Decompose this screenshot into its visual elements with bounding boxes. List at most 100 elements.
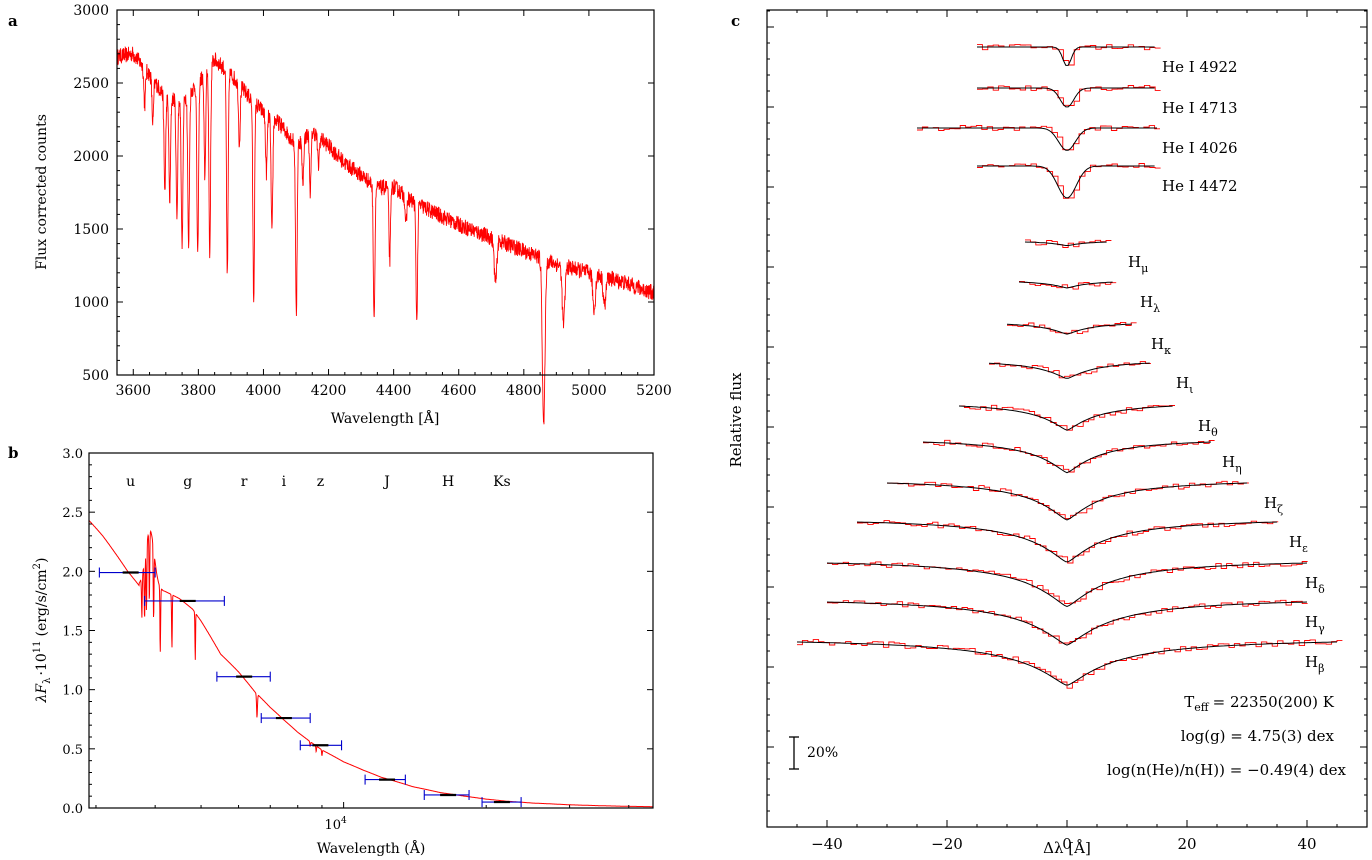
panel-c-observed-10 [887,480,1249,519]
panel-c-model-6 [1006,323,1132,335]
panel-b-ytick-label: 1.0 [62,684,83,699]
panel-c-model-9 [922,441,1212,474]
panel-a-xtick-label: 5200 [636,383,672,399]
panel-c-model-3 [977,165,1155,199]
panel-c-line-label: Hθ [1198,417,1218,439]
panel-c-model-5 [1018,281,1113,289]
panel-b-ylabel: λFλ·1011(erg/s/cm2) [32,558,53,704]
panel-c-line-label: He I 4713 [1162,99,1238,117]
panel-c-xtick-label: 0 [1062,835,1072,853]
panel-c-xtick-label: 20 [1177,835,1196,853]
panel-b-ytick-label: 3.0 [62,447,83,462]
panel-c-observed-9 [923,439,1215,473]
panel-b-filter-label: i [282,474,287,490]
panel-b-xtick-label: 104 [324,816,347,833]
panel-b-chart: u g r i z J H Ks 0.0 0.5 1.0 1.5 2.0 2.5 3.0 104 Wavel… [32,447,654,857]
panel-c-line-label: Hη [1222,453,1242,475]
panel-c-model-11 [856,521,1278,563]
panel-c-model-1 [977,87,1155,108]
panel-a-plot [116,45,655,425]
panel-c-observed-4 [1025,239,1112,248]
panel-a-xtick-label: 3800 [181,383,217,399]
panel-c-line-label: Hβ [1305,653,1324,675]
panel-c-xlabel: Δλ [Å] [1043,839,1091,857]
panel-c-model-8 [958,405,1173,431]
panel-b-filter-label: r [241,474,248,490]
panel-c-line-label: He I 4026 [1162,139,1238,157]
panel-c-letter: c [731,12,740,30]
panel-c-axes: −40 −20 0 20 40 [767,10,1367,853]
panel-c-xtick-label: 40 [1297,835,1316,853]
scale-bar: 20% [789,736,838,770]
panel-b-ytick-label: 0.5 [62,743,83,758]
panel-c-model-4 [1024,241,1107,246]
panel-a-ytick-label: 500 [82,368,109,384]
panel-c-observed-5 [1019,280,1117,290]
panel-a-frame [116,9,655,376]
panel-b-ytick-label: 0.0 [62,802,83,817]
panel-b-letter: b [8,444,19,462]
panel-c-model-13 [826,601,1308,646]
panel-b-ytick-label: 1.5 [62,625,83,640]
panel-c-chart: He I 4922 He I 4713 He I 4026 He I 4472 Hμ Hλ… [727,9,1368,857]
panel-c-line-label: Hδ [1305,574,1325,596]
panel-a-ytick-label: 1500 [73,222,109,238]
param-teff: Teff = 22350(200) K [1184,693,1335,714]
panel-a-ylabel: Flux corrected counts [34,114,50,270]
panel-c-observed-0 [977,44,1161,66]
panel-a-axes: 3600 3800 4000 4200 4400 4600 4800 5000 5200 500 1… [73,3,671,399]
param-loghe: log(n(He)/n(H)) = −0.49(4) dex [1107,761,1347,779]
panel-b-filter-label: z [317,474,324,490]
panel-c-xtick-label: −40 [811,835,843,853]
panel-c-model-10 [886,482,1248,521]
panel-c-line-label: He I 4472 [1162,177,1238,195]
panel-a-xtick-label: 4600 [441,383,477,399]
panel-c-model-7 [988,362,1150,379]
panel-c-observed-12 [827,561,1308,604]
panel-a-xtick-label: 4200 [311,383,347,399]
panel-a-xtick-label: 5000 [571,383,607,399]
panel-b-model-line [88,520,653,808]
panel-b-filter-label: Ks [493,474,511,490]
panel-c-line-label: Hζ [1264,494,1283,516]
panel-a-ytick-label: 2500 [73,76,109,92]
panel-c-model-2 [917,127,1157,151]
panel-c-observed-6 [1007,321,1137,335]
panel-c-line-label: Hμ [1128,253,1148,275]
panel-b-plot: u g r i z J H Ks [88,474,653,808]
panel-c-line-label: Hλ [1140,293,1160,315]
panel-c-xtick-label: −20 [931,835,963,853]
panel-c-observed-3 [977,163,1161,199]
panel-a-ytick-label: 3000 [73,3,109,19]
panel-b-filter-label: u [126,474,135,490]
panel-c-model-12 [826,562,1308,608]
panel-c-observed-8 [959,404,1175,431]
panel-c-line-label: Hε [1289,533,1308,555]
panel-c-ylabel: Relative flux [727,372,745,468]
param-logg: log(g) = 4.75(3) dex [1181,727,1335,745]
panel-c-observed-1 [977,84,1161,106]
panel-c-observed-11 [857,520,1279,564]
panel-a-xtick-label: 4800 [506,383,542,399]
panel-c-line-label: He I 4922 [1162,58,1238,76]
panel-b-filter-label: J [382,474,390,490]
panel-a-xtick-label: 3600 [115,383,151,399]
panel-b-frame [88,452,654,809]
panel-a-ytick-label: 1000 [73,295,109,311]
panel-b-filter-label: H [442,474,454,490]
panel-c-model-14 [797,641,1337,686]
panel-a-xtick-label: 4000 [246,383,282,399]
panel-c-plot: He I 4922 He I 4713 He I 4026 He I 4472 Hμ Hλ… [797,44,1343,689]
panel-b-xlabel: Wavelength (Å) [317,839,426,857]
panel-a-xlabel: Wavelength [Å] [331,409,440,427]
panel-c-line-label: Hι [1176,374,1193,396]
panel-a-ytick-label: 2000 [73,149,109,165]
scale-bar-label: 20% [807,745,838,761]
panel-c-observed-14 [797,639,1343,689]
panel-b-filter-label: g [183,474,192,490]
panel-c-model-0 [977,46,1155,66]
panel-a-spectrum-line [116,45,655,425]
panel-a-letter: a [8,12,18,30]
panel-b-ytick-label: 2.0 [62,565,83,580]
